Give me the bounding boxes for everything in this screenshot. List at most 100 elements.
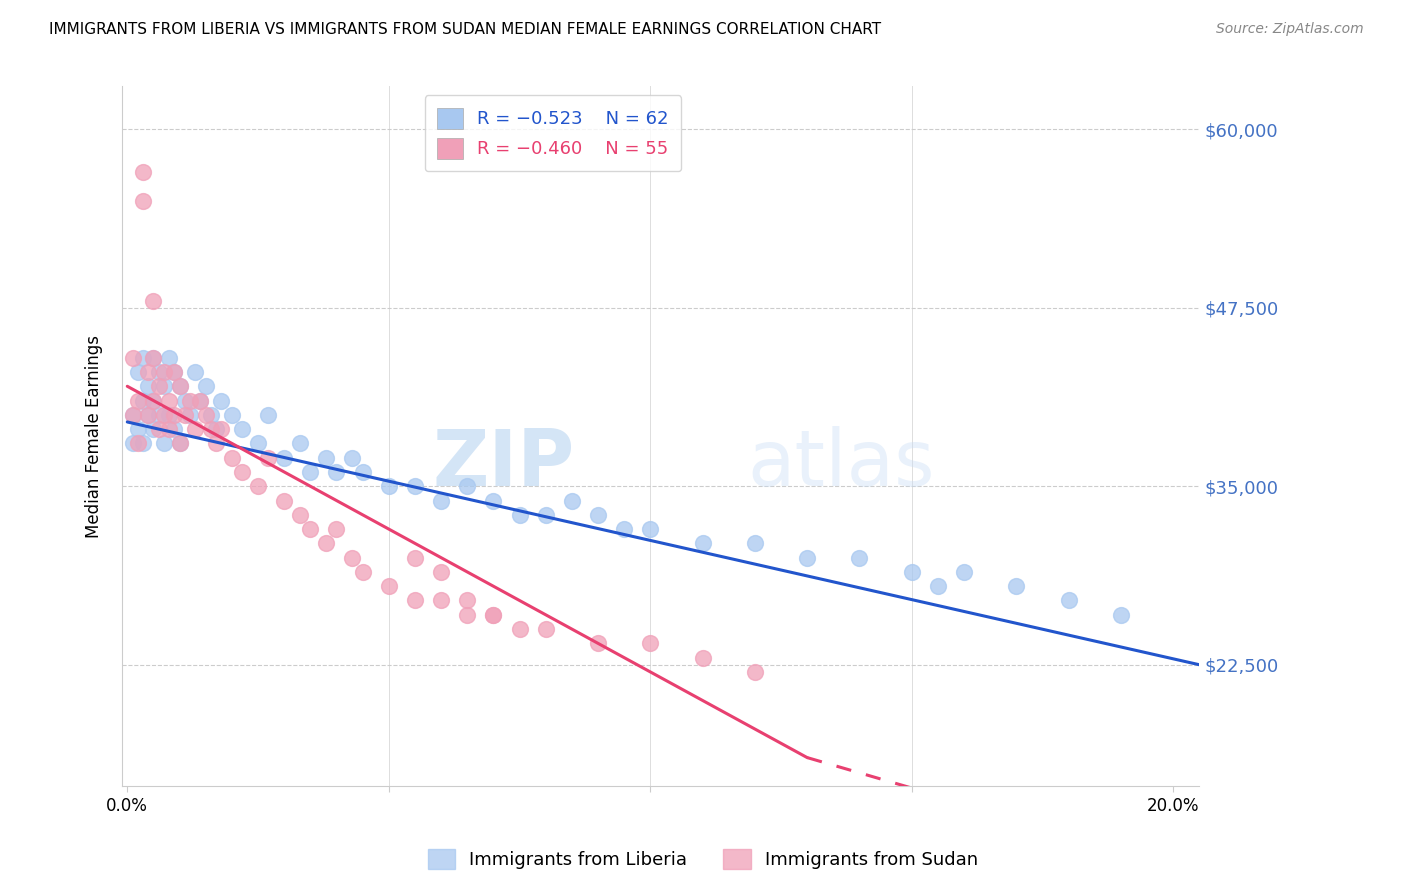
Y-axis label: Median Female Earnings: Median Female Earnings [86,334,103,538]
Point [299,522,322,536]
Point [190,393,212,408]
Text: Source: ZipAtlas.com: Source: ZipAtlas.com [1216,22,1364,37]
Point [744,536,766,550]
Point [231,422,253,436]
Point [273,493,295,508]
Point [173,393,195,408]
Point [121,408,143,422]
Point [148,379,170,393]
Point [127,422,149,436]
Point [205,436,228,450]
Point [430,493,453,508]
Point [148,408,170,422]
Point [325,522,347,536]
Point [482,607,505,622]
Point [132,351,155,365]
Point [148,422,170,436]
Point [209,393,232,408]
Point [340,550,363,565]
Point [404,593,426,607]
Point [142,351,165,365]
Point [163,365,186,379]
Point [744,665,766,679]
Point [430,593,453,607]
Text: ZIP: ZIP [432,426,575,502]
Point [209,422,232,436]
Point [173,408,195,422]
Point [136,365,159,379]
Point [153,408,176,422]
Point [121,408,143,422]
Point [456,607,478,622]
Point [378,479,401,493]
Point [638,636,661,650]
Point [638,522,661,536]
Point [586,508,609,522]
Point [953,565,976,579]
Text: atlas: atlas [747,426,935,502]
Point [378,579,401,593]
Point [153,365,176,379]
Point [148,365,170,379]
Point [257,408,280,422]
Legend: R = −0.523    N = 62, R = −0.460    N = 55: R = −0.523 N = 62, R = −0.460 N = 55 [425,95,682,171]
Point [157,393,180,408]
Point [136,379,159,393]
Point [613,522,636,536]
Point [288,508,311,522]
Point [221,450,243,465]
Point [194,408,217,422]
Point [325,465,347,479]
Point [848,550,870,565]
Point [169,436,191,450]
Point [142,422,165,436]
Point [273,450,295,465]
Point [200,422,222,436]
Point [142,351,165,365]
Point [221,408,243,422]
Point [163,422,186,436]
Point [179,393,201,408]
Point [456,593,478,607]
Point [482,607,505,622]
Point [127,365,149,379]
Point [184,422,207,436]
Point [142,393,165,408]
Point [179,408,201,422]
Point [1109,607,1132,622]
Point [534,508,557,522]
Point [340,450,363,465]
Point [927,579,949,593]
Point [352,465,374,479]
Point [190,393,212,408]
Point [169,379,191,393]
Point [132,165,155,179]
Point [404,550,426,565]
Point [153,436,176,450]
Point [299,465,322,479]
Legend: Immigrants from Liberia, Immigrants from Sudan: Immigrants from Liberia, Immigrants from… [419,839,987,879]
Point [315,536,337,550]
Point [157,351,180,365]
Point [796,550,818,565]
Point [132,436,155,450]
Point [157,408,180,422]
Point [900,565,922,579]
Point [692,650,714,665]
Point [163,408,186,422]
Point [136,408,159,422]
Point [136,408,159,422]
Text: IMMIGRANTS FROM LIBERIA VS IMMIGRANTS FROM SUDAN MEDIAN FEMALE EARNINGS CORRELAT: IMMIGRANTS FROM LIBERIA VS IMMIGRANTS FR… [49,22,882,37]
Point [194,379,217,393]
Point [534,622,557,636]
Point [247,436,270,450]
Point [352,565,374,579]
Point [430,565,453,579]
Point [1057,593,1080,607]
Point [1005,579,1028,593]
Point [509,622,531,636]
Point [184,365,207,379]
Point [127,436,149,450]
Point [153,379,176,393]
Point [456,479,478,493]
